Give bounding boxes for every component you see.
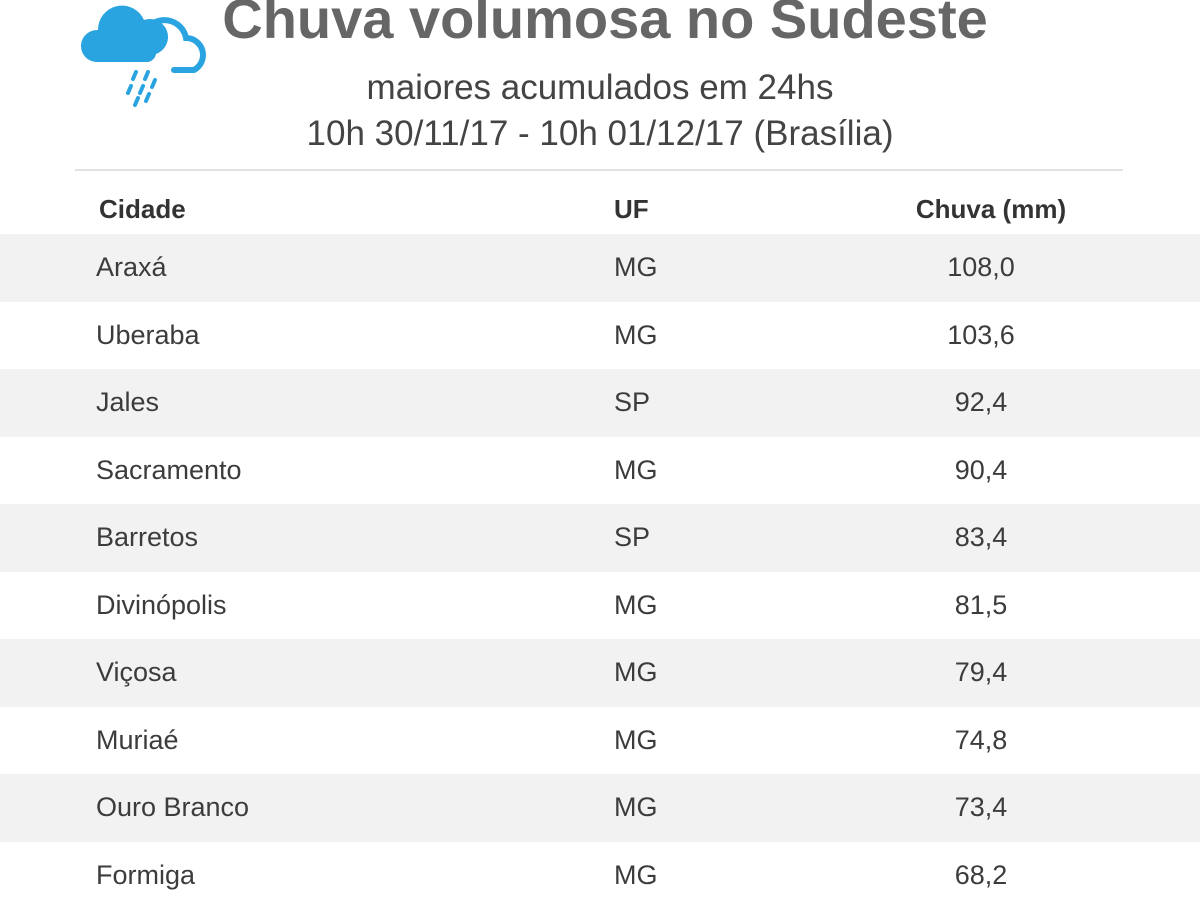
table-row: Sacramento MG 90,4	[0, 437, 1200, 505]
city: Barretos	[96, 504, 198, 572]
table-row: Jales SP 92,4	[0, 369, 1200, 437]
state: MG	[614, 234, 658, 302]
rainfall: 73,4	[881, 774, 1081, 842]
city: Viçosa	[96, 639, 177, 707]
table-row: Formiga MG 68,2	[0, 842, 1200, 909]
city: Jales	[96, 369, 159, 437]
table-row: Viçosa MG 79,4	[0, 639, 1200, 707]
table-row: Araxá MG 108,0	[0, 234, 1200, 302]
rainfall: 92,4	[881, 369, 1081, 437]
city: Uberaba	[96, 302, 200, 370]
city: Formiga	[96, 842, 195, 909]
state: MG	[614, 774, 658, 842]
rain-cloud-icon	[76, 0, 208, 112]
period: 10h 30/11/17 - 10h 01/12/17 (Brasília)	[200, 114, 1000, 154]
state: SP	[614, 504, 650, 572]
rainfall: 90,4	[881, 437, 1081, 505]
state: MG	[614, 437, 658, 505]
state: MG	[614, 639, 658, 707]
rainfall: 79,4	[881, 639, 1081, 707]
table-row: Ouro Branco MG 73,4	[0, 774, 1200, 842]
state: MG	[614, 302, 658, 370]
title: Chuva volumosa no Sudeste	[190, 0, 1020, 51]
table-row: Divinópolis MG 81,5	[0, 572, 1200, 640]
subtitle: maiores acumulados em 24hs	[200, 68, 1000, 108]
rainfall: 108,0	[881, 234, 1081, 302]
table-row: Barretos SP 83,4	[0, 504, 1200, 572]
table-row: Uberaba MG 103,6	[0, 302, 1200, 370]
rainfall: 83,4	[881, 504, 1081, 572]
state: MG	[614, 572, 658, 640]
rainfall: 74,8	[881, 707, 1081, 775]
city: Sacramento	[96, 437, 242, 505]
state: MG	[614, 707, 658, 775]
city: Ouro Branco	[96, 774, 249, 842]
rainfall: 68,2	[881, 842, 1081, 909]
city: Araxá	[96, 234, 167, 302]
city: Muriaé	[96, 707, 179, 775]
state: MG	[614, 842, 658, 909]
rainfall: 103,6	[881, 302, 1081, 370]
rainfall: 81,5	[881, 572, 1081, 640]
city: Divinópolis	[96, 572, 227, 640]
state: SP	[614, 369, 650, 437]
table-row: Muriaé MG 74,8	[0, 707, 1200, 775]
